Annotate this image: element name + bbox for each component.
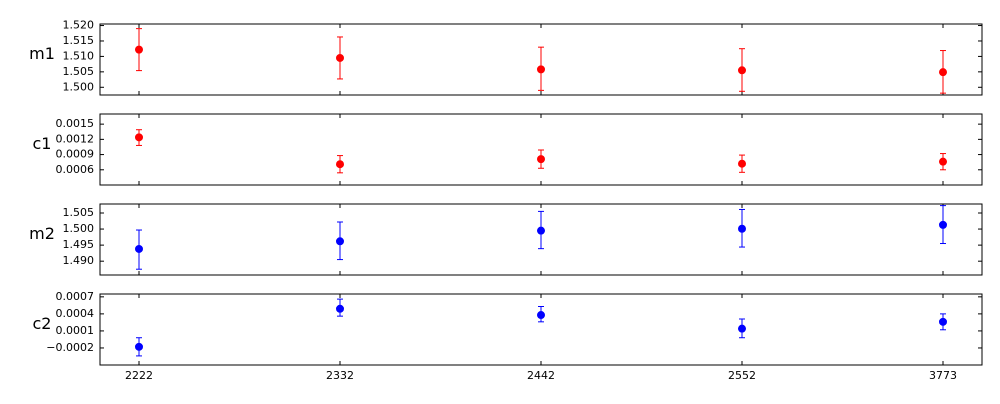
data-point <box>336 304 344 313</box>
plot-frame <box>99 113 983 186</box>
x-tick-label: 2332 <box>326 369 354 382</box>
y-tick-label: −0.0002 <box>46 341 94 354</box>
y-tick-label: 1.500 <box>63 80 95 93</box>
y-tick-label: 0.0012 <box>56 132 95 145</box>
data-point <box>939 220 947 229</box>
y-tick-label: 1.515 <box>63 34 95 47</box>
y-axis-label: m2 <box>29 224 55 243</box>
y-tick-label: 0.0004 <box>56 307 95 320</box>
x-tick-label: 3773 <box>929 369 957 382</box>
data-point <box>336 160 344 169</box>
y-tick-label: 1.500 <box>63 222 95 235</box>
data-point <box>336 237 344 246</box>
data-point <box>738 159 746 168</box>
data-point <box>939 317 947 326</box>
y-tick-label: 1.510 <box>63 49 95 62</box>
y-tick-label: 0.0009 <box>56 148 95 161</box>
y-tick-label: 1.520 <box>63 19 95 32</box>
y-axis-label: c2 <box>33 314 52 333</box>
panel-c2: c2 −0.0002 0.0001 0.0004 0.0007 2222 2332 2442 2… <box>33 290 983 382</box>
data-point <box>738 66 746 75</box>
panel-m1: m1 1.500 1.505 1.510 1.515 1.520 <box>29 19 983 96</box>
y-tick-label: 1.505 <box>63 206 95 219</box>
data-point <box>537 311 545 320</box>
data-point <box>537 65 545 74</box>
x-tick-label: 2442 <box>527 369 555 382</box>
y-tick-label: 1.495 <box>63 238 95 251</box>
data-point <box>135 342 143 351</box>
data-point <box>135 244 143 253</box>
data-point <box>135 45 143 54</box>
data-point <box>135 133 143 142</box>
plot-frame <box>99 293 983 366</box>
y-tick-label: 0.0007 <box>56 290 95 303</box>
data-point <box>537 226 545 235</box>
data-point <box>939 157 947 166</box>
panel-c1: c1 0.0006 0.0009 0.0012 0.0015 <box>33 113 983 186</box>
y-axis-label: c1 <box>33 134 52 153</box>
data-point <box>738 224 746 233</box>
panel-m2: m2 1.490 1.495 1.500 1.505 <box>29 203 983 276</box>
data-point <box>537 155 545 164</box>
x-tick-label: 2552 <box>728 369 756 382</box>
data-point <box>939 68 947 77</box>
y-axis-label: m1 <box>29 44 55 63</box>
x-tick-label: 2222 <box>125 369 153 382</box>
y-tick-label: 0.0006 <box>56 163 95 176</box>
y-tick-label: 0.0001 <box>56 324 95 337</box>
data-point <box>336 53 344 62</box>
y-tick-label: 1.505 <box>63 65 95 78</box>
data-point <box>738 324 746 333</box>
y-tick-label: 1.490 <box>63 254 95 267</box>
y-tick-label: 0.0015 <box>56 117 95 130</box>
